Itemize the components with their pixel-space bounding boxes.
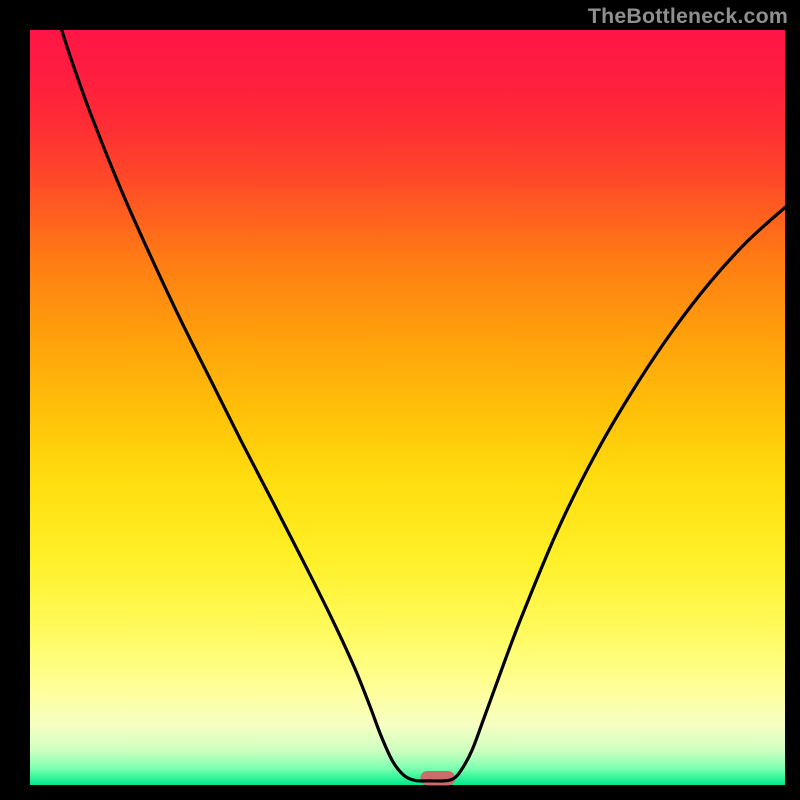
chart-stage: TheBottleneck.com: [0, 0, 800, 800]
optimum-marker: [420, 771, 455, 785]
plot-background: [30, 30, 785, 785]
watermark-label: TheBottleneck.com: [588, 4, 788, 29]
bottleneck-chart: [0, 0, 800, 800]
